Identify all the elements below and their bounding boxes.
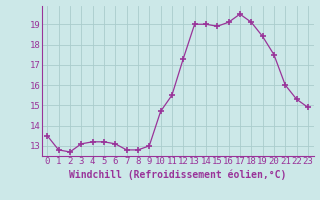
X-axis label: Windchill (Refroidissement éolien,°C): Windchill (Refroidissement éolien,°C) — [69, 169, 286, 180]
